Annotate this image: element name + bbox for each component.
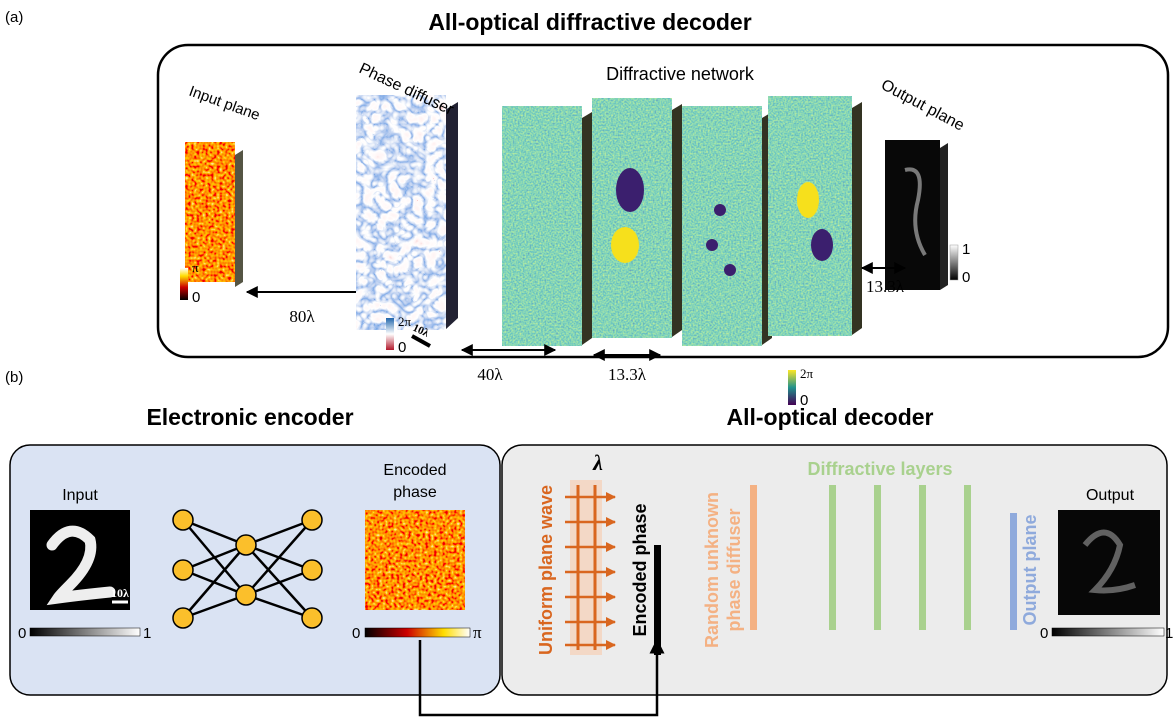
encoded-image: [365, 510, 465, 610]
colorbar-label: 1: [962, 241, 970, 258]
layers-label: Diffractive layers: [807, 459, 952, 479]
wavelength-label: λ: [592, 450, 603, 475]
layer-label: phase diffuser: [724, 508, 744, 631]
wave-label: Uniform plane wave: [536, 485, 556, 655]
output-image: [1058, 510, 1160, 615]
panel-label: (b): [5, 369, 23, 386]
colorbar: [365, 628, 470, 637]
image-label: Input: [62, 487, 98, 504]
colorbar-label: 0: [352, 625, 360, 642]
colorbar-label: 0: [1040, 625, 1048, 642]
distance-label: 80λ: [289, 307, 315, 326]
phase-diffuser-slab: [356, 95, 458, 330]
panel-label: (a): [5, 9, 23, 26]
image-label: Encoded: [383, 462, 446, 479]
layer-label: Output plane: [1020, 515, 1040, 626]
section-title: All-optical decoder: [726, 404, 933, 430]
distance-label: 13.3λ: [866, 277, 905, 296]
colorbar: [180, 268, 188, 300]
layer-label: Random unknown: [702, 492, 722, 648]
diffractive-layers: [502, 96, 862, 346]
colorbar-label: 1: [143, 625, 151, 642]
scale-label: 10λ: [111, 586, 129, 600]
colorbar: [386, 318, 394, 350]
encoded-phase-layer: [654, 545, 661, 655]
colorbar: [788, 370, 796, 405]
layer-label: Output plane: [878, 77, 967, 135]
colorbar-label: 2π: [398, 314, 412, 329]
distance-label: 40λ: [477, 365, 503, 384]
output-plane-layer: [1010, 513, 1017, 630]
layer-label: Input plane: [187, 83, 263, 124]
panel-title: All-optical diffractive decoder: [428, 9, 751, 35]
layer-label: Encoded phase: [630, 503, 650, 636]
colorbar: [950, 245, 958, 280]
colorbar-label: π: [473, 623, 482, 642]
colorbar: [1052, 628, 1164, 636]
colorbar-label: π: [192, 260, 199, 275]
colorbar-label: 0: [962, 269, 970, 286]
colorbar-label: 0: [398, 339, 406, 356]
diffuser-layer: [750, 485, 757, 630]
image-label: Output: [1086, 487, 1135, 504]
colorbar-label: 2π: [800, 366, 814, 381]
colorbar-label: 0: [18, 625, 26, 642]
section-title: Electronic encoder: [146, 404, 353, 430]
image-label: phase: [393, 484, 437, 501]
colorbar-label: 1: [1165, 625, 1173, 642]
distance-label: 13.3λ: [608, 365, 647, 384]
colorbar-label: 0: [192, 289, 200, 306]
group-label: Diffractive network: [606, 64, 755, 84]
figure: (a) All-optical diffractive decoder Inpu…: [0, 0, 1173, 727]
colorbar: [30, 628, 140, 636]
